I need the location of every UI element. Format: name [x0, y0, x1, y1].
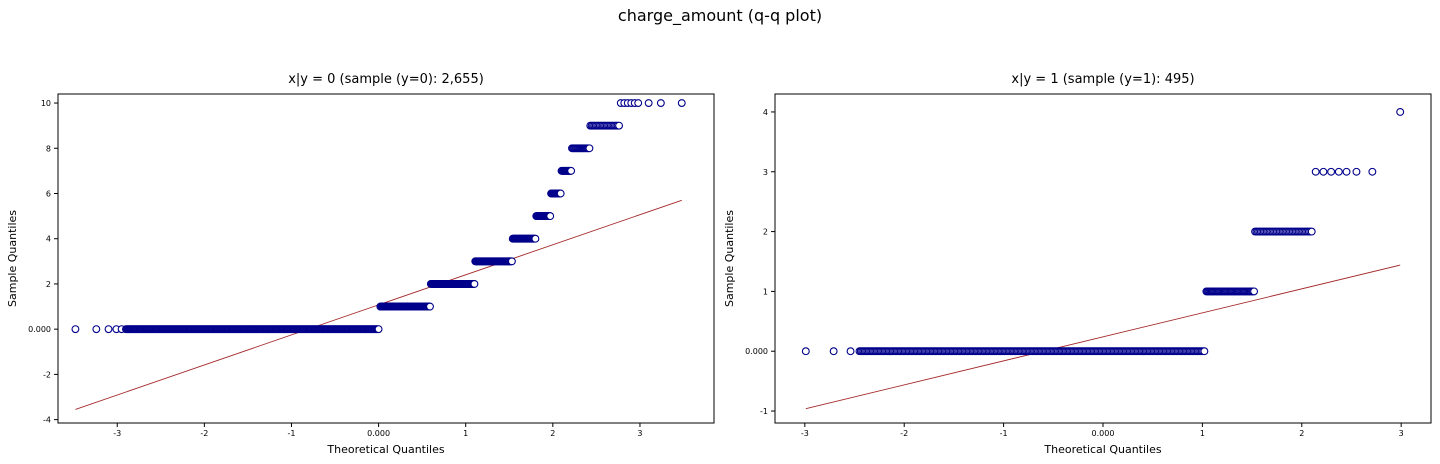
- x-tick-label: -1: [1000, 429, 1008, 438]
- x-tick-label: 0.000: [1092, 429, 1115, 438]
- y-tick-label: -2: [43, 370, 51, 379]
- qq-panel-0: x|y = 0 (sample (y=0): 2,655) Theoretical…: [6, 72, 715, 456]
- data-points: [71, 99, 686, 334]
- y-axis-label: Sample Quantiles: [723, 210, 736, 307]
- data-point: [546, 212, 555, 221]
- data-point: [1368, 167, 1377, 176]
- data-point: [677, 99, 686, 107]
- data-point: [1396, 107, 1405, 116]
- y-tick-label: 0.000: [28, 325, 51, 334]
- y-tick-label: 4: [46, 235, 51, 244]
- figure-title: charge_amount (q-q plot): [617, 6, 823, 25]
- x-tick-label: 3: [1399, 429, 1404, 438]
- x-axis-label: Theoretical Quantiles: [1043, 443, 1161, 456]
- x-axis-label: Theoretical Quantiles: [326, 443, 444, 456]
- data-point: [507, 257, 516, 266]
- data-point: [1200, 347, 1209, 356]
- data-point: [1311, 167, 1320, 176]
- y-tick-label: 6: [46, 189, 51, 198]
- data-point: [556, 189, 565, 198]
- data-point: [104, 325, 113, 334]
- y-tick-label: 10: [41, 99, 51, 108]
- reference-line: [805, 264, 1401, 410]
- y-tick-label: 4: [763, 108, 768, 117]
- data-point: [1342, 167, 1351, 176]
- x-tick-label: 3: [637, 429, 642, 438]
- y-tick-label: -4: [43, 416, 51, 425]
- data-point: [71, 325, 80, 334]
- y-axis-label: Sample Quantiles: [6, 210, 19, 307]
- data-point: [829, 347, 838, 356]
- data-point: [1307, 227, 1316, 236]
- qq-panel-1: x|y = 1 (sample (y=1): 495) Theoretical Q…: [723, 72, 1432, 456]
- x-tick-label: -3: [801, 429, 809, 438]
- x-tick-label: 2: [1299, 429, 1304, 438]
- panel-title: x|y = 1 (sample (y=1): 495): [1011, 72, 1194, 87]
- x-tick-label: -2: [200, 429, 208, 438]
- data-point: [374, 325, 383, 334]
- data-point: [615, 121, 623, 130]
- data-point: [531, 234, 540, 243]
- panel-title: x|y = 0 (sample (y=0): 2,655): [288, 72, 484, 87]
- plot-frame: [57, 93, 715, 424]
- x-tick-label: 1: [1200, 429, 1205, 438]
- x-tick-label: -3: [113, 429, 121, 438]
- data-point: [644, 99, 653, 107]
- data-point: [567, 166, 576, 175]
- data-point: [1334, 167, 1343, 176]
- data-point: [1250, 287, 1259, 296]
- data-point: [801, 347, 810, 356]
- x-tick-label: 2: [550, 429, 555, 438]
- y-tick-label: 2: [763, 228, 768, 237]
- plot-frame: [774, 93, 1432, 424]
- x-tick-label: 1: [463, 429, 468, 438]
- y-tick-label: 8: [46, 144, 51, 153]
- data-point: [470, 279, 479, 288]
- data-point: [585, 144, 594, 153]
- y-tick-label: 2: [46, 280, 51, 289]
- data-point: [426, 302, 434, 311]
- y-tick-label: 3: [763, 168, 768, 177]
- data-point: [656, 99, 665, 107]
- data-point: [92, 325, 101, 334]
- x-tick-label: 0.000: [367, 429, 390, 438]
- y-tick-label: -1: [760, 407, 768, 416]
- data-point: [1327, 167, 1336, 176]
- x-tick-label: -1: [287, 429, 295, 438]
- x-tick-label: -2: [900, 429, 908, 438]
- data-point: [1352, 167, 1361, 176]
- y-tick-label: 1: [763, 287, 768, 296]
- data-points: [801, 107, 1405, 356]
- data-point: [846, 347, 855, 356]
- data-point: [1319, 167, 1328, 176]
- y-tick-label: 0.000: [745, 347, 768, 356]
- data-point: [634, 99, 643, 107]
